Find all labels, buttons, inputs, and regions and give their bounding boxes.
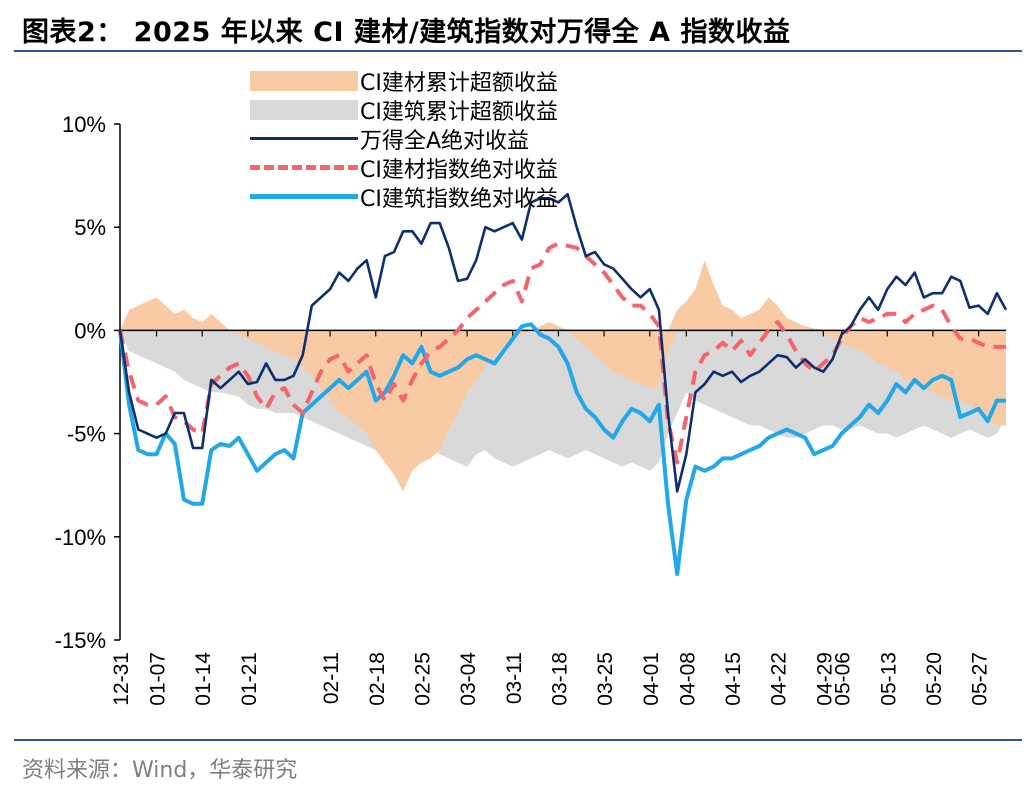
footer-divider — [14, 739, 1022, 741]
legend-label: CI建筑指数绝对收益 — [360, 186, 558, 212]
wind-a-line — [118, 192, 1008, 493]
legend-item-excess-material: CI建材累计超额收益 — [250, 66, 558, 96]
chart-title: 图表2： 2025 年以来 CI 建材/建筑指数对万得全 A 指数收益 — [22, 17, 791, 48]
x-tick-label: 05-27 — [969, 652, 992, 706]
x-tick-label: 02-25 — [411, 652, 434, 706]
x-tick-label: 04-22 — [768, 652, 791, 706]
x-tick-label: 02-11 — [320, 652, 343, 704]
legend-label: CI建筑累计超额收益 — [360, 99, 558, 125]
legend-item-wind-a: 万得全A绝对收益 — [250, 124, 558, 154]
y-tick-label: 10% — [62, 112, 106, 137]
excess-material-area-negative — [120, 330, 1006, 492]
x-tick-label: 05-13 — [877, 652, 900, 706]
legend-label: 万得全A绝对收益 — [360, 128, 530, 154]
construction-abs-line — [118, 322, 1006, 576]
x-tick-label: 01-14 — [192, 652, 215, 706]
x-tick-label: 05-06 — [832, 652, 855, 706]
legend-item-excess-construction: CI建筑累计超额收益 — [250, 95, 558, 125]
legend: CI建材累计超额收益 CI建筑累计超额收益 万得全A绝对收益 CI建材指数绝对收… — [250, 66, 558, 212]
source-note: 资料来源：Wind，华泰研究 — [22, 758, 298, 783]
y-tick-label: 0% — [74, 318, 106, 343]
legend-swatch-line — [250, 186, 358, 208]
x-tick-label: 01-21 — [238, 652, 261, 706]
y-tick-label: -15% — [55, 628, 106, 653]
y-tick-label: -10% — [55, 525, 106, 550]
title-divider — [14, 50, 1022, 52]
excess-material-area-positive — [120, 260, 1006, 331]
y-tick-label: 5% — [74, 215, 106, 240]
x-tick-label: 04-15 — [722, 652, 745, 706]
legend-label: CI建材指数绝对收益 — [360, 157, 558, 183]
x-tick-label: 04-29 — [813, 652, 836, 706]
x-tick-label: 04-08 — [676, 652, 699, 706]
legend-swatch-area — [250, 99, 358, 121]
material-abs-line — [118, 241, 1006, 465]
x-tick-label: 03-18 — [548, 652, 571, 706]
x-tick-label: 05-20 — [923, 652, 946, 706]
y-tick-label: -5% — [67, 422, 106, 447]
legend-item-construction-abs: CI建筑指数绝对收益 — [250, 182, 558, 212]
x-tick-label: 02-18 — [366, 652, 389, 706]
legend-swatch-area — [250, 70, 358, 92]
x-tick-label: 03-25 — [594, 652, 617, 706]
x-tick-label: 03-11 — [503, 652, 526, 704]
x-tick-label: 03-04 — [457, 652, 480, 706]
legend-swatch-dashed — [250, 157, 358, 179]
x-tick-label: 04-01 — [640, 652, 663, 706]
legend-swatch-line — [250, 128, 358, 150]
x-tick-label: 01-07 — [147, 652, 170, 706]
legend-label: CI建材累计超额收益 — [360, 70, 558, 96]
legend-item-material-abs: CI建材指数绝对收益 — [250, 153, 558, 183]
x-tick-label: 12-31 — [110, 652, 133, 706]
